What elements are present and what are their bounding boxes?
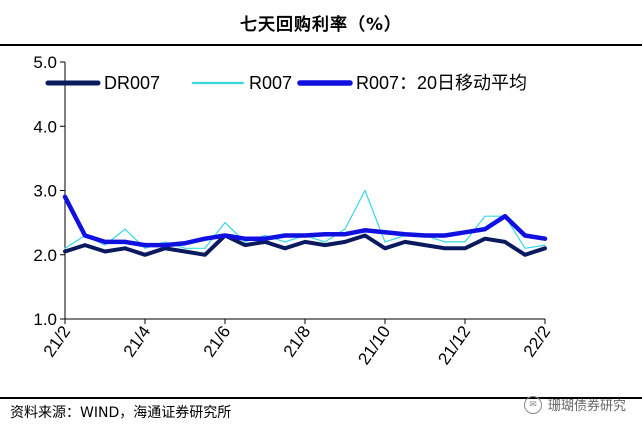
series-line-r007 xyxy=(64,189,546,249)
chart-legend: DR007 R007 R007：20日移动平均 xyxy=(45,73,527,93)
x-tick-label: 21/12 xyxy=(434,322,474,368)
y-tick-label: 1.0 xyxy=(33,310,57,329)
y-tick-label: 3.0 xyxy=(33,182,57,201)
x-tick-label: 21/8 xyxy=(280,322,315,360)
x-tick-label: 21/4 xyxy=(120,322,155,360)
x-tick-label: 21/6 xyxy=(200,322,235,360)
bottom-rule xyxy=(0,397,642,399)
series-line-r00720 xyxy=(62,194,548,248)
y-tick-label: 5.0 xyxy=(33,53,57,72)
chart-title: 七天回购利率（%） xyxy=(239,14,403,35)
top-rule xyxy=(0,44,642,46)
legend-label: R007：20日移动平均 xyxy=(356,73,527,93)
legend-label: R007 xyxy=(249,73,292,93)
y-tick-label: 4.0 xyxy=(33,117,57,136)
watermark-text: 珊瑚债券研究 xyxy=(547,399,626,414)
y-tick-label: 2.0 xyxy=(33,246,57,265)
x-tick-label: 21/10 xyxy=(354,322,394,368)
wechat-icon: ✉ xyxy=(523,395,542,414)
watermark: ✉ 珊瑚债券研究 xyxy=(523,395,626,414)
source-note: 资料来源：WIND，海通证券研究所 xyxy=(10,405,232,421)
chart-title-bar: 七天回购利率（%） xyxy=(0,0,642,44)
legend-label: DR007 xyxy=(104,73,160,93)
x-tick-label: 22/2 xyxy=(520,322,555,360)
chart-axes: 1.02.03.04.05.021/2 21/4 21/6 21/8 21/10 21/1… xyxy=(33,53,554,368)
chart-series xyxy=(62,189,548,257)
